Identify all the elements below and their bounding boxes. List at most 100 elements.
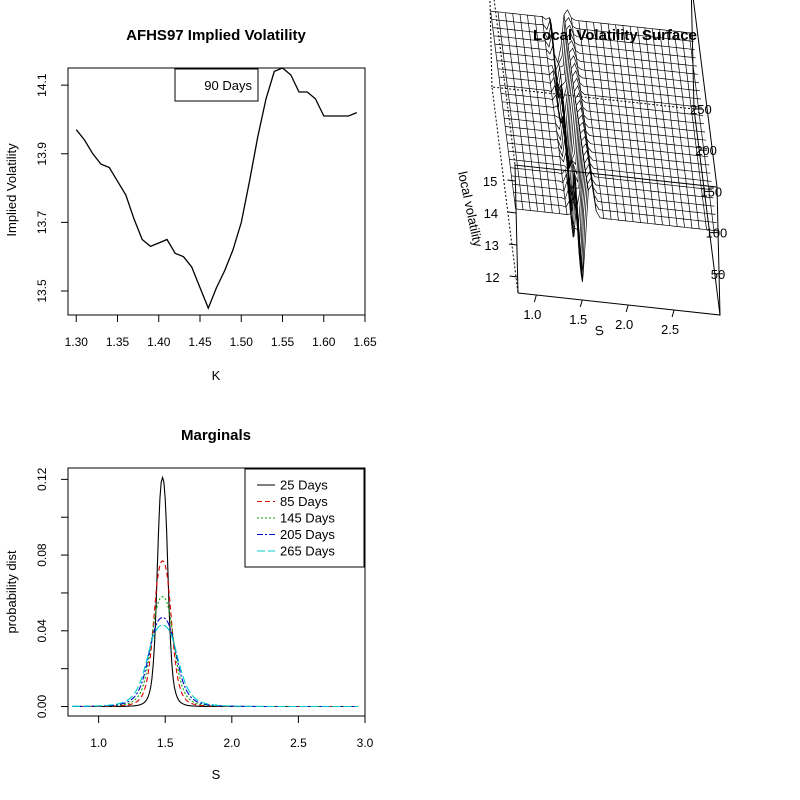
- legend-label: 85 Days: [280, 494, 328, 509]
- surface-line: [504, 107, 707, 173]
- y-tick-label: 13.5: [35, 279, 49, 303]
- panel-local-volatility-surface: Local Volatility Surface 1.0 1.5 2.0 2.5501…: [455, 0, 727, 339]
- x-tick-label: 1.55: [271, 335, 295, 349]
- surface-line: [593, 22, 619, 221]
- surface-line: [681, 31, 707, 230]
- x-tick-label: 1.5: [157, 736, 174, 750]
- surface-line: [600, 23, 627, 221]
- x-tick-label: 1.0: [523, 307, 541, 322]
- surface-line: [496, 55, 699, 118]
- surface-line: [498, 70, 702, 151]
- surface-line: [510, 149, 713, 233]
- z-tick-label: 15: [483, 174, 497, 189]
- surface-line: [629, 26, 656, 225]
- y-tick-label: 200: [695, 143, 717, 158]
- x-axis-label: K: [212, 368, 221, 383]
- surface-line: [497, 62, 700, 136]
- series-line-5: [71, 624, 359, 708]
- surface-line: [541, 16, 568, 215]
- surface-line: [509, 142, 712, 211]
- box-edge-hidden: [489, 0, 493, 88]
- surface-line: [622, 25, 649, 224]
- z-tick: [508, 243, 517, 246]
- surface-line: [644, 27, 671, 226]
- series-line-90-days: [75, 67, 358, 310]
- surface-line: [506, 119, 709, 210]
- surface-line: [557, 62, 584, 282]
- legend-label: 265 Days: [280, 544, 335, 559]
- box-edge: [716, 186, 721, 316]
- surface-line: [507, 128, 710, 216]
- z-tick: [507, 179, 516, 182]
- series-line-3: [72, 596, 359, 708]
- legend: 90 Days: [174, 68, 259, 102]
- x-tick-label: 3.0: [357, 736, 374, 750]
- legend-box: [244, 468, 365, 568]
- z-tick-label: 12: [485, 270, 499, 285]
- surface-line: [571, 17, 597, 212]
- x-tick-label: 1.50: [230, 335, 254, 349]
- plot-frame: [67, 467, 366, 717]
- x-tick-label: 1.65: [353, 335, 377, 349]
- surface-line: [499, 77, 703, 162]
- surface-line: [527, 15, 553, 213]
- surface-line: [578, 20, 605, 219]
- z-axis-label: local volatility: [455, 170, 486, 249]
- surface-line: [519, 14, 546, 213]
- chart-title: Marginals: [181, 427, 251, 444]
- series-group: [71, 475, 359, 708]
- y-axis: 13.5 13.7 13.9 14.1: [35, 73, 68, 303]
- x-tick-label: 1.45: [188, 335, 212, 349]
- x-tick-label: 1.5: [569, 312, 587, 327]
- x-tick: [671, 309, 675, 318]
- y-axis: 0.00 0.04 0.08 0.12: [35, 467, 68, 718]
- x-axis-label: S: [594, 322, 605, 338]
- legend-label: 145 Days: [280, 511, 335, 526]
- x-tick: [533, 294, 537, 303]
- surface-line: [491, 17, 694, 73]
- surface-mesh: [490, 9, 718, 282]
- surface-box: [489, 0, 721, 316]
- surface-line: [502, 92, 705, 169]
- surface-line: [495, 47, 698, 102]
- panel-marginals: Marginals 1.0 1.5 2.0 2.5 3.0 0.000.040.080.…: [4, 427, 374, 782]
- surface-line: [549, 17, 576, 239]
- y-tick-label: 0.08: [35, 543, 49, 567]
- z-tick: [509, 275, 518, 278]
- surface-line: [563, 14, 589, 191]
- legend-label: 90 Days: [204, 78, 252, 93]
- surface-line: [493, 31, 696, 96]
- x-axis: 1.30 1.35 1.40 1.45 1.50 1.55 1.60 1.65: [65, 315, 377, 349]
- surface-line: [615, 24, 641, 223]
- x-tick-label: 1.60: [312, 335, 336, 349]
- surface-line: [513, 170, 716, 277]
- surface-line: [688, 32, 715, 231]
- box-edge: [514, 0, 718, 294]
- y-axis-label: probability dist: [4, 550, 19, 633]
- y-tick-label: 14.1: [35, 73, 49, 97]
- x-tick-label: 2.5: [290, 736, 307, 750]
- surface-line: [607, 23, 634, 222]
- y-axis-label: Implied Volatility: [4, 143, 19, 237]
- x-tick-label: 2.0: [615, 317, 633, 332]
- surface-line: [585, 21, 612, 220]
- surface-line: [511, 156, 714, 255]
- x-tick-label: 2.5: [661, 322, 679, 337]
- y-tick-label: 13.7: [35, 210, 49, 234]
- surface-line: [673, 31, 700, 229]
- chart-title: AFHS97 Implied Volatility: [126, 27, 306, 44]
- series-group: [75, 67, 358, 310]
- legend-label: 25 Days: [280, 478, 328, 493]
- surface-axes: 1.0 1.5 2.0 2.5 50 100 150 200 250 12 13 14 15: [483, 102, 727, 337]
- surface-line: [500, 84, 704, 168]
- surface-line: [515, 183, 718, 276]
- y-tick-label: 13.9: [35, 142, 49, 166]
- box-edge: [690, 0, 695, 110]
- surface-line: [512, 163, 715, 269]
- x-tick-label: 1.40: [147, 335, 171, 349]
- surface-line: [666, 30, 693, 229]
- panel-implied-volatility: AFHS97 Implied Volatility 1.30 1.35 1.40 1.…: [4, 27, 377, 383]
- box-edge-hidden: [493, 0, 516, 166]
